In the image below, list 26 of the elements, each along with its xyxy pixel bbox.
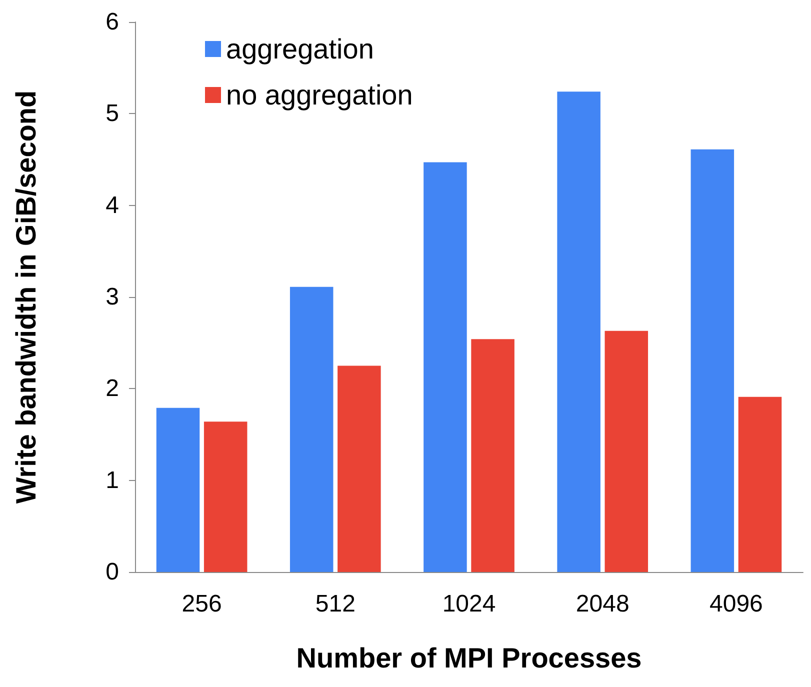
x-axis-title: Number of MPI Processes <box>296 642 642 674</box>
x-tick-label: 1024 <box>442 590 496 618</box>
x-tick-label: 512 <box>315 590 356 618</box>
bar <box>424 162 467 572</box>
bar <box>156 408 200 572</box>
bar <box>204 422 248 572</box>
bar <box>471 339 514 572</box>
bar <box>557 92 600 572</box>
bar <box>738 396 782 572</box>
y-tick-label: 5 <box>106 100 119 128</box>
bar <box>338 366 381 572</box>
bar <box>290 286 334 572</box>
bar <box>690 149 734 572</box>
x-tick-label: 256 <box>182 590 222 618</box>
legend-label: aggregation <box>226 34 374 64</box>
y-tick-label: 3 <box>106 284 119 310</box>
y-tick-label: 6 <box>106 8 119 36</box>
legend-label: no aggregation <box>226 80 413 110</box>
y-tick-label: 1 <box>106 466 119 494</box>
y-tick-label: 4 <box>106 192 119 219</box>
y-tick-label: 2 <box>106 375 119 402</box>
y-axis-title: Write bandwidth in GiB/second <box>10 90 42 504</box>
x-tick-label: 4096 <box>710 590 763 618</box>
x-tick-label: 2048 <box>576 590 630 618</box>
y-tick-label: 0 <box>106 558 119 586</box>
bar <box>604 330 648 572</box>
